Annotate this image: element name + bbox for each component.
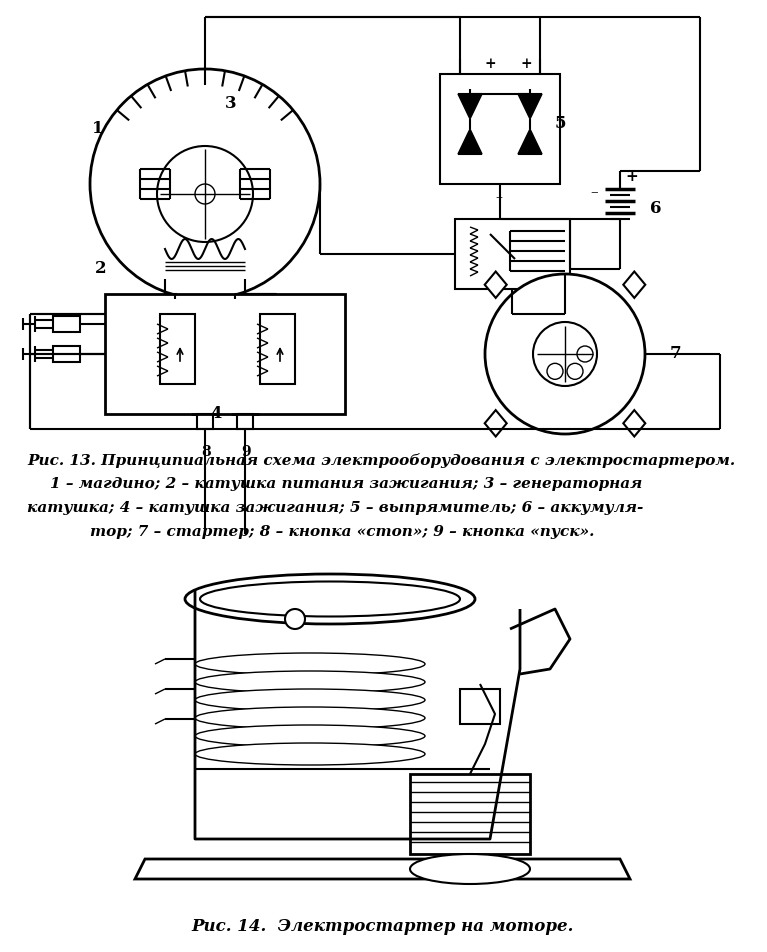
- Polygon shape: [518, 95, 542, 120]
- Polygon shape: [485, 272, 507, 299]
- Text: 8: 8: [201, 445, 211, 459]
- Bar: [237, 414, 253, 429]
- Ellipse shape: [200, 582, 460, 617]
- Ellipse shape: [195, 725, 425, 747]
- Polygon shape: [624, 410, 645, 437]
- Text: 2: 2: [95, 260, 107, 277]
- Bar: [260, 315, 295, 385]
- Text: 5: 5: [555, 115, 567, 132]
- Polygon shape: [458, 95, 482, 120]
- Polygon shape: [518, 129, 542, 155]
- Polygon shape: [135, 859, 630, 879]
- Circle shape: [577, 347, 593, 363]
- Ellipse shape: [195, 671, 425, 693]
- Ellipse shape: [185, 574, 475, 625]
- Bar: [440, 75, 560, 185]
- Text: Рис. 14.  Электростартер на моторе.: Рис. 14. Электростартер на моторе.: [192, 917, 574, 934]
- Bar: [455, 220, 570, 289]
- Polygon shape: [624, 272, 645, 299]
- Circle shape: [533, 323, 597, 387]
- Circle shape: [195, 185, 215, 205]
- Circle shape: [547, 364, 563, 380]
- Text: 6: 6: [650, 200, 661, 217]
- Circle shape: [157, 147, 253, 243]
- Bar: [410, 774, 530, 854]
- Text: +: +: [520, 57, 532, 71]
- Circle shape: [485, 275, 645, 434]
- Text: +: +: [625, 169, 637, 184]
- Bar: [160, 315, 195, 385]
- Text: 3: 3: [225, 95, 237, 112]
- Polygon shape: [458, 129, 482, 155]
- Text: 1 – магдино; 2 – катушка питания зажигания; 3 – генераторная: 1 – магдино; 2 – катушка питания зажиган…: [50, 477, 642, 490]
- Text: Рис. 13. Принципиальная схема электрооборудования с электростартером.: Рис. 13. Принципиальная схема электрообо…: [27, 452, 735, 467]
- Ellipse shape: [195, 707, 425, 729]
- Ellipse shape: [195, 689, 425, 711]
- Text: 4: 4: [210, 405, 222, 422]
- Circle shape: [567, 364, 583, 380]
- Circle shape: [285, 609, 305, 629]
- Text: 1: 1: [92, 120, 104, 137]
- Bar: [105, 295, 345, 414]
- Text: катушка; 4 – катушка зажигания; 5 – выпрямитель; 6 – аккумуля-: катушка; 4 – катушка зажигания; 5 – выпр…: [27, 501, 644, 514]
- Circle shape: [90, 69, 320, 300]
- Ellipse shape: [195, 744, 425, 765]
- Bar: [197, 414, 213, 429]
- Text: +: +: [485, 57, 496, 71]
- Ellipse shape: [410, 854, 530, 884]
- Text: –: –: [590, 185, 597, 199]
- Text: –: –: [495, 189, 502, 204]
- Bar: [53, 347, 80, 363]
- Bar: [53, 317, 80, 332]
- Text: 9: 9: [241, 445, 251, 459]
- Ellipse shape: [195, 653, 425, 675]
- Text: тор; 7 – стартер; 8 – кнопка «стоп»; 9 – кнопка «пуск».: тор; 7 – стартер; 8 – кнопка «стоп»; 9 –…: [90, 525, 594, 539]
- Text: 7: 7: [670, 345, 682, 362]
- Bar: [460, 689, 500, 724]
- Polygon shape: [485, 410, 507, 437]
